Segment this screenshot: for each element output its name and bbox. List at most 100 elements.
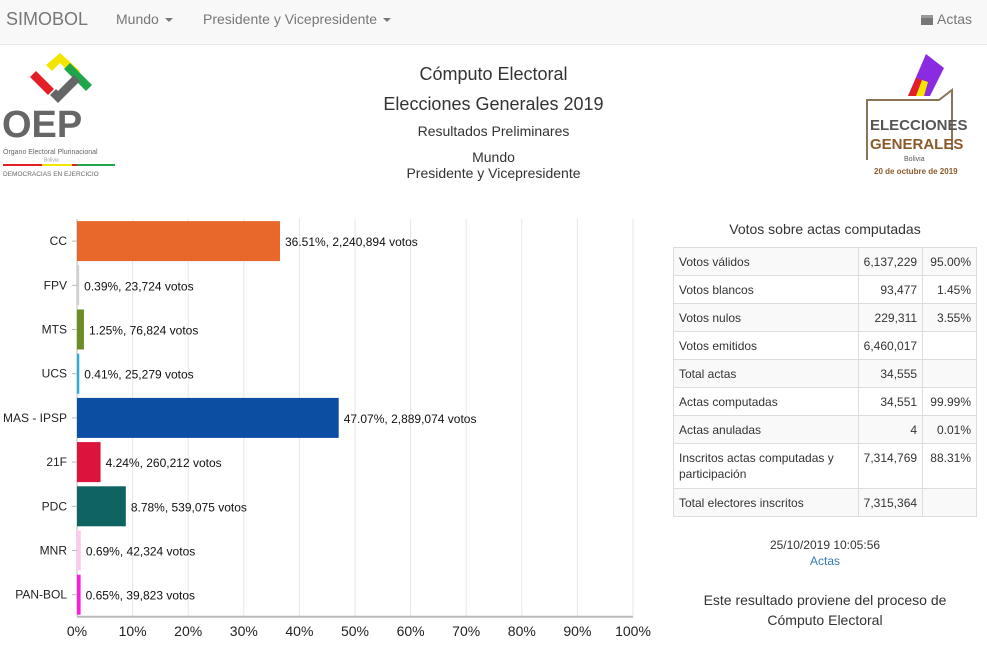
summary-row: Inscritos actas computadas y participaci…	[673, 443, 977, 489]
bar[interactable]	[77, 221, 280, 262]
caret-down-icon	[164, 18, 173, 23]
bar-data-label: 4.24%, 260,212 votos	[106, 456, 222, 470]
bar-data-label: 8.78%, 539,075 votos	[131, 500, 247, 514]
row-percent: 0.01%	[922, 415, 977, 444]
bar[interactable]	[77, 265, 80, 306]
row-percent	[922, 359, 977, 388]
row-percent: 88.31%	[922, 443, 977, 489]
caret-down-icon	[383, 18, 392, 23]
bar-data-label: 47.07%, 2,889,074 votos	[344, 412, 477, 426]
x-tick-label: 100%	[615, 623, 651, 639]
category-label: UCS	[42, 367, 67, 381]
row-label: Total electores inscritos	[673, 488, 859, 517]
summary-row: Total actas 34,555	[673, 359, 977, 388]
svg-text:ELECCIONES: ELECCIONES	[870, 117, 968, 134]
status-text: Resultados Preliminares	[417, 123, 570, 139]
brand-link[interactable]: SIMOBOL	[6, 9, 89, 29]
svg-text:Bolivia: Bolivia	[44, 158, 59, 164]
category-label: 21F	[46, 455, 67, 469]
row-label: Votos blancos	[673, 275, 859, 304]
row-percent: 95.00%	[922, 247, 977, 276]
svg-text:Bolivia: Bolivia	[904, 156, 925, 163]
category-label: MAS - IPSP	[3, 411, 67, 425]
summary-row: Votos nulos 229,311 3.55%	[673, 303, 977, 332]
x-tick-label: 50%	[341, 623, 369, 639]
row-label: Total actas	[673, 359, 859, 388]
row-label: Votos nulos	[673, 303, 859, 332]
note-line-2: Cómputo Electoral	[767, 612, 883, 628]
mundo-label: Mundo	[116, 11, 159, 27]
bar[interactable]	[77, 309, 84, 350]
bar-data-label: 0.69%, 42,324 votos	[86, 545, 195, 559]
row-label: Votos emitidos	[673, 331, 859, 360]
bar-data-label: 0.65%, 39,823 votos	[86, 589, 195, 603]
row-label: Votos válidos	[673, 247, 859, 276]
row-value: 93,477	[857, 275, 924, 304]
row-value: 4	[857, 415, 924, 444]
summary-row: Total electores inscritos 7,315,364	[673, 488, 977, 517]
scope-text: Mundo	[472, 149, 515, 165]
archive-icon	[921, 15, 933, 25]
row-percent	[922, 488, 977, 517]
svg-text:OEP: OEP	[2, 104, 82, 146]
bar[interactable]	[77, 574, 81, 615]
summary-row: Actas computadas 34,551 99.99%	[673, 387, 977, 416]
page-title: Cómputo Electoral	[419, 64, 568, 84]
row-percent: 3.55%	[922, 303, 977, 332]
navbar: SIMOBOL Mundo Presidente y Vicepresident…	[0, 0, 987, 45]
bar[interactable]	[77, 530, 81, 571]
bar-data-label: 36.51%, 2,240,894 votos	[285, 235, 418, 249]
svg-text:GENERALES: GENERALES	[870, 136, 963, 153]
page-subtitle: Elecciones Generales 2019	[383, 94, 604, 114]
summary-row: Votos válidos 6,137,229 95.00%	[673, 247, 977, 276]
row-value: 34,551	[857, 387, 924, 416]
note-line-1: Este resultado proviene del proceso de	[703, 592, 947, 608]
bar-data-label: 0.39%, 23,724 votos	[84, 279, 193, 293]
category-label: MNR	[40, 544, 68, 558]
x-tick-label: 70%	[452, 623, 480, 639]
oep-logo: OEP Órgano Electoral Plurinacional Boliv…	[2, 53, 115, 178]
bar-data-label: 1.25%, 76,824 votos	[89, 324, 198, 338]
x-tick-label: 30%	[230, 623, 258, 639]
presidente-dropdown[interactable]: Presidente y Vicepresidente	[203, 0, 392, 38]
bar[interactable]	[77, 397, 339, 438]
results-bar-chart: 0% 10% 20% 30% 40% 50% 60% 70% 80% 90% 100% CC 36.51…	[3, 219, 651, 639]
x-tick-label: 0%	[67, 623, 87, 639]
bar[interactable]	[77, 353, 80, 394]
row-percent: 1.45%	[922, 275, 977, 304]
row-value: 7,314,769	[857, 443, 924, 489]
x-tick-label: 40%	[285, 623, 313, 639]
x-tick-label: 60%	[397, 623, 425, 639]
row-percent: 99.99%	[922, 387, 977, 416]
category-label: MTS	[42, 323, 67, 337]
row-value: 6,460,017	[857, 331, 924, 360]
summary-row: Votos blancos 93,477 1.45%	[673, 275, 977, 304]
svg-text:Órgano Electoral Plurinacional: Órgano Electoral Plurinacional	[3, 147, 98, 156]
bar[interactable]	[77, 442, 101, 483]
category-label: PAN-BOL	[15, 588, 67, 602]
elecciones-logo: ELECCIONES GENERALES Bolivia 20 de octub…	[866, 54, 968, 176]
bar-data-label: 0.41%, 25,279 votos	[84, 368, 193, 382]
summary-row: Votos emitidos 6,460,017	[673, 331, 977, 360]
x-tick-label: 90%	[563, 623, 591, 639]
presidente-label: Presidente y Vicepresidente	[203, 11, 378, 27]
mundo-dropdown[interactable]: Mundo	[116, 0, 173, 38]
summary-title: Votos sobre actas computadas	[729, 221, 921, 237]
x-tick-label: 20%	[174, 623, 202, 639]
row-value: 7,315,364	[857, 488, 924, 517]
row-label: Actas computadas	[673, 387, 859, 416]
bar[interactable]	[77, 486, 126, 527]
timestamp: 25/10/2019 10:05:56	[769, 538, 881, 552]
actas-label: Actas	[937, 11, 973, 27]
category-label: FPV	[44, 278, 67, 292]
actas-link[interactable]: Actas	[921, 0, 972, 38]
x-tick-label: 80%	[508, 623, 536, 639]
summary-table: Votos válidos 6,137,229 95.00% Votos blanco…	[673, 247, 977, 517]
category-label: CC	[50, 234, 68, 248]
election-text: Presidente y Vicepresidente	[406, 165, 581, 181]
actas-footer-link[interactable]: Actas	[809, 554, 840, 568]
row-percent	[922, 331, 977, 360]
row-label: Actas anuladas	[673, 415, 859, 444]
row-value: 6,137,229	[857, 247, 924, 276]
svg-text:20 de octubre de 2019: 20 de octubre de 2019	[874, 167, 958, 176]
